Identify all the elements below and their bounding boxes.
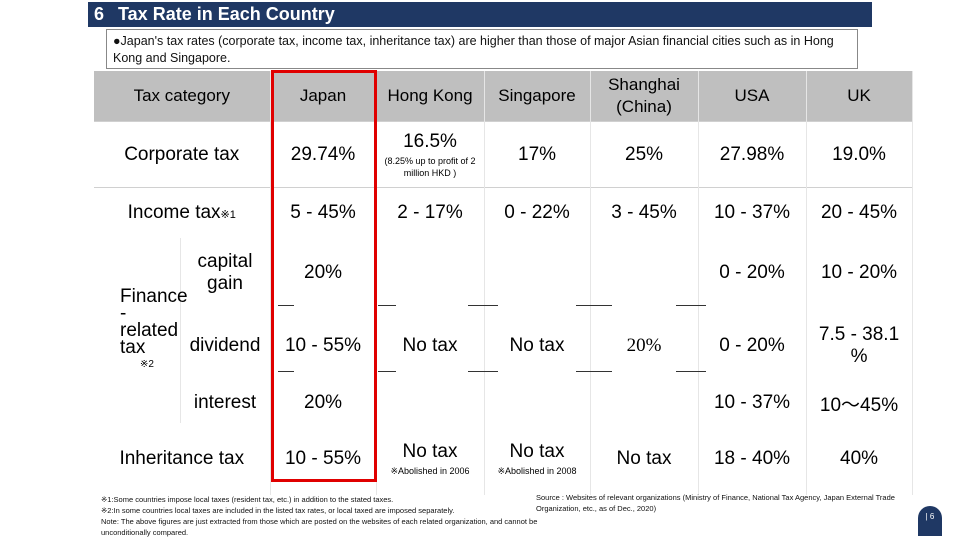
- footnote-note: Note: The above figures are just extract…: [101, 517, 538, 537]
- income-label: Income tax: [127, 202, 221, 223]
- cell-capital-uk: 10 - 20%: [806, 238, 913, 308]
- separator-line: [378, 371, 396, 372]
- cell-income-hongkong: 2 - 17%: [376, 187, 485, 238]
- separator-line: [278, 305, 294, 306]
- cell-capital-shanghai: [590, 238, 699, 308]
- cell-income-uk: 20 - 45%: [806, 187, 913, 238]
- inheritance-singapore-value: No tax: [509, 441, 565, 462]
- footnote-2: ※2:In some countries local taxes are inc…: [101, 506, 455, 515]
- corporate-hongkong-note: (8.25% up to profit of 2 million HKD ): [384, 155, 476, 178]
- table-row-interest: interest 20% 10 - 37% 10～45%: [94, 383, 913, 423]
- cell-income-singapore: 0 - 22%: [484, 187, 591, 238]
- cell-income-usa: 10 - 37%: [698, 187, 807, 238]
- separator-line: [576, 371, 612, 372]
- tax-rate-table: Tax category Japan Hong Kong Singapore S…: [94, 71, 913, 495]
- cell-income-japan: 5 - 45%: [270, 187, 377, 238]
- section-number: 6: [94, 4, 105, 24]
- separator-line: [676, 305, 706, 306]
- separator-line: [378, 305, 396, 306]
- cell-corporate-singapore: 17%: [484, 121, 591, 188]
- table-row-dividend: dividend 10 - 55% No tax No tax 20% 0 - …: [94, 308, 913, 383]
- row-label-income: Income tax※1: [94, 187, 271, 238]
- page-number-badge: | 6: [918, 506, 942, 536]
- sub-label-interest: interest: [180, 383, 271, 423]
- separator-line: [278, 371, 294, 372]
- cell-interest-japan: 20%: [270, 383, 377, 423]
- cell-dividend-uk: 7.5 - 38.1 %: [806, 308, 913, 383]
- sub-label-capital-gain: capital gain: [180, 238, 271, 308]
- cell-inheritance-usa: 18 - 40%: [698, 423, 807, 495]
- col-header-usa: USA: [698, 71, 807, 122]
- cell-interest-shanghai: [590, 383, 699, 423]
- cell-interest-hongkong: [376, 383, 485, 423]
- source-note: Source : Websites of relevant organizati…: [536, 493, 895, 513]
- cell-dividend-usa: 0 - 20%: [698, 308, 807, 383]
- cell-corporate-hongkong: 16.5% (8.25% up to profit of 2 million H…: [376, 121, 485, 188]
- row-label-inheritance: Inheritance tax: [94, 423, 271, 495]
- finance-label: Finance -related tax: [120, 286, 188, 358]
- corporate-hongkong-value: 16.5%: [403, 130, 457, 152]
- cell-dividend-hongkong: No tax: [376, 308, 485, 383]
- table-row-income: Income tax※1 5 - 45% 2 - 17% 0 - 22% 3 -…: [94, 187, 913, 238]
- income-mark: ※1: [220, 209, 236, 221]
- separator-line: [576, 305, 612, 306]
- dividend-uk-value: 7.5 - 38.1 %: [818, 323, 900, 367]
- table-row-corporate: Corporate tax 29.74% 16.5% (8.25% up to …: [94, 121, 913, 188]
- cell-income-shanghai: 3 - 45%: [590, 187, 699, 238]
- row-label-corporate: Corporate tax: [94, 121, 271, 188]
- cell-corporate-usa: 27.98%: [698, 121, 807, 188]
- row-label-finance: Finance -related tax ※2: [94, 238, 188, 423]
- cell-dividend-japan: 10 - 55%: [270, 308, 377, 383]
- intro-text: ●Japan's tax rates (corporate tax, incom…: [106, 29, 858, 69]
- cell-inheritance-shanghai: No tax: [590, 423, 699, 495]
- col-header-uk: UK: [806, 71, 913, 122]
- shanghai-label: Shanghai (China): [608, 75, 680, 116]
- finance-mark: ※2: [140, 359, 154, 370]
- col-header-hongkong: Hong Kong: [376, 71, 485, 122]
- slide-title-bar: 6 Tax Rate in Each Country: [88, 2, 872, 27]
- inheritance-hongkong-value: No tax: [402, 441, 458, 462]
- cell-interest-uk: 10～45%: [806, 383, 913, 423]
- col-header-japan: Japan: [270, 71, 377, 122]
- cell-capital-usa: 0 - 20%: [698, 238, 807, 308]
- cell-inheritance-singapore: No tax ※Abolished in 2008: [484, 423, 591, 495]
- cell-capital-singapore: [484, 238, 591, 308]
- inheritance-hongkong-note: ※Abolished in 2006: [390, 466, 470, 476]
- cell-dividend-singapore: No tax: [484, 308, 591, 383]
- col-header-singapore: Singapore: [484, 71, 591, 122]
- table-row-inheritance: Inheritance tax 10 - 55% No tax ※Abolish…: [94, 423, 913, 495]
- cell-corporate-shanghai: 25%: [590, 121, 699, 188]
- col-header-shanghai: Shanghai (China): [590, 71, 699, 122]
- cell-capital-hongkong: [376, 238, 485, 308]
- sub-label-dividend: dividend: [180, 308, 271, 383]
- slide-title: Tax Rate in Each Country: [118, 4, 335, 24]
- cell-corporate-uk: 19.0%: [806, 121, 913, 188]
- cell-interest-usa: 10 - 37%: [698, 383, 807, 423]
- cell-corporate-japan: 29.74%: [270, 121, 377, 188]
- separator-line: [468, 305, 498, 306]
- cell-inheritance-japan: 10 - 55%: [270, 423, 377, 495]
- separator-line: [468, 371, 498, 372]
- cell-inheritance-uk: 40%: [806, 423, 913, 495]
- col-header-category: Tax category: [94, 71, 271, 122]
- separator-line: [676, 371, 706, 372]
- table-row-capital-gain: Finance -related tax ※2 capital gain 20%…: [94, 238, 913, 423]
- footnotes: ※1:Some countries impose local taxes (re…: [101, 494, 541, 538]
- inheritance-singapore-note: ※Abolished in 2008: [497, 466, 577, 476]
- cell-dividend-shanghai: 20%: [590, 308, 699, 383]
- cell-capital-japan: 20%: [270, 238, 377, 308]
- cell-interest-singapore: [484, 383, 591, 423]
- table-header-row: Tax category Japan Hong Kong Singapore S…: [94, 71, 913, 122]
- cell-inheritance-hongkong: No tax ※Abolished in 2006: [376, 423, 485, 495]
- footnote-1: ※1:Some countries impose local taxes (re…: [101, 495, 394, 504]
